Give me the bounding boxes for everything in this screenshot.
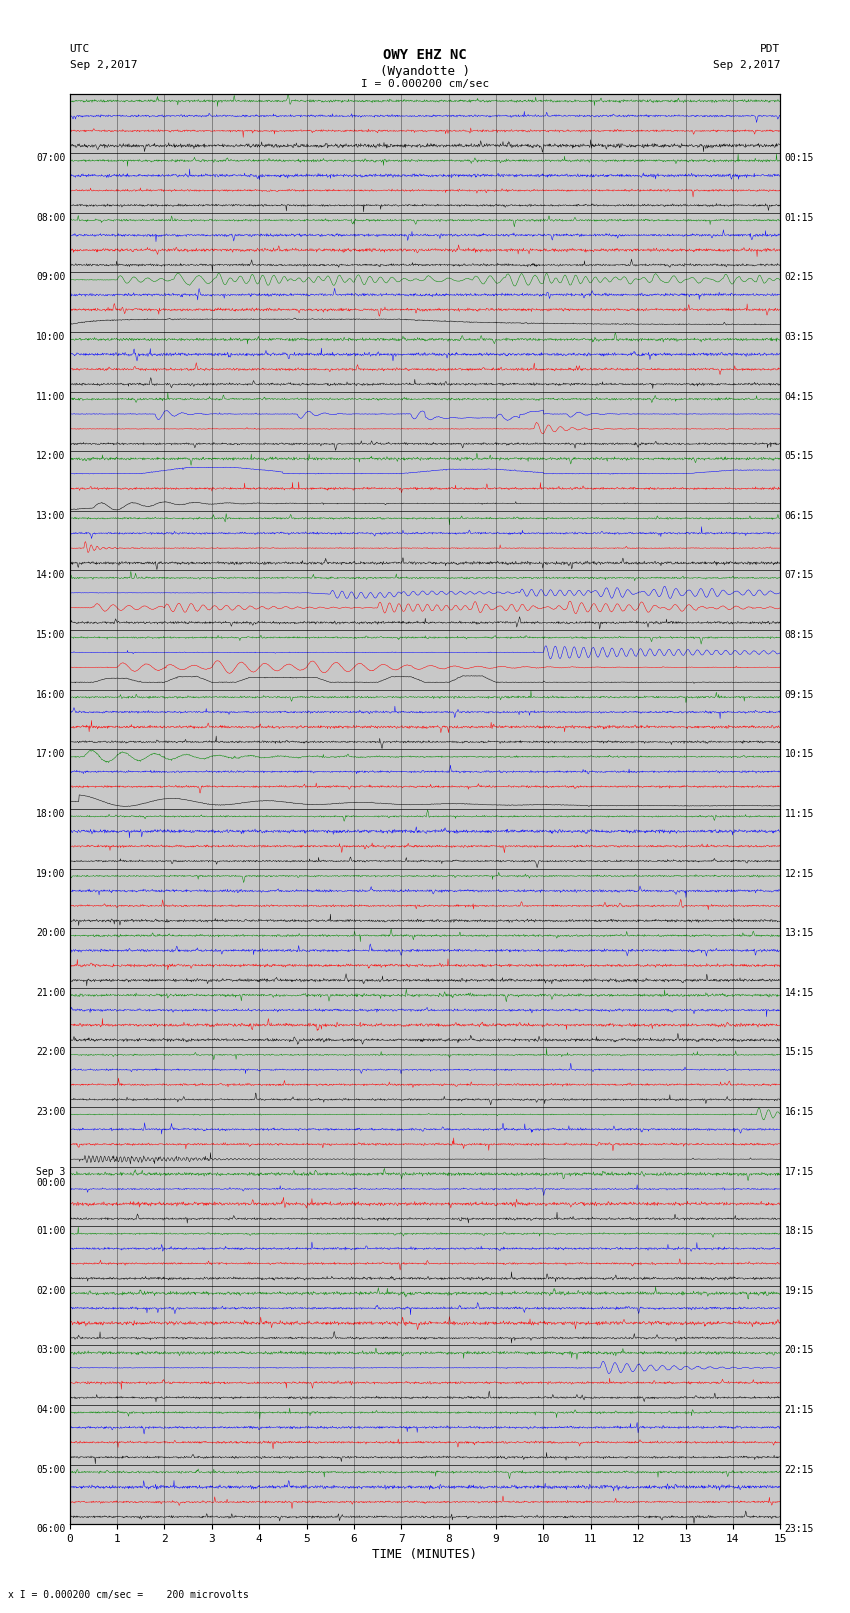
Text: OWY EHZ NC: OWY EHZ NC <box>383 48 467 63</box>
Text: PDT: PDT <box>760 44 780 53</box>
Text: (Wyandotte ): (Wyandotte ) <box>380 65 470 77</box>
Text: x I = 0.000200 cm/sec =    200 microvolts: x I = 0.000200 cm/sec = 200 microvolts <box>8 1590 249 1600</box>
Text: UTC: UTC <box>70 44 90 53</box>
Text: Sep 2,2017: Sep 2,2017 <box>713 60 780 69</box>
Text: I = 0.000200 cm/sec: I = 0.000200 cm/sec <box>361 79 489 89</box>
X-axis label: TIME (MINUTES): TIME (MINUTES) <box>372 1548 478 1561</box>
Text: Sep 2,2017: Sep 2,2017 <box>70 60 137 69</box>
